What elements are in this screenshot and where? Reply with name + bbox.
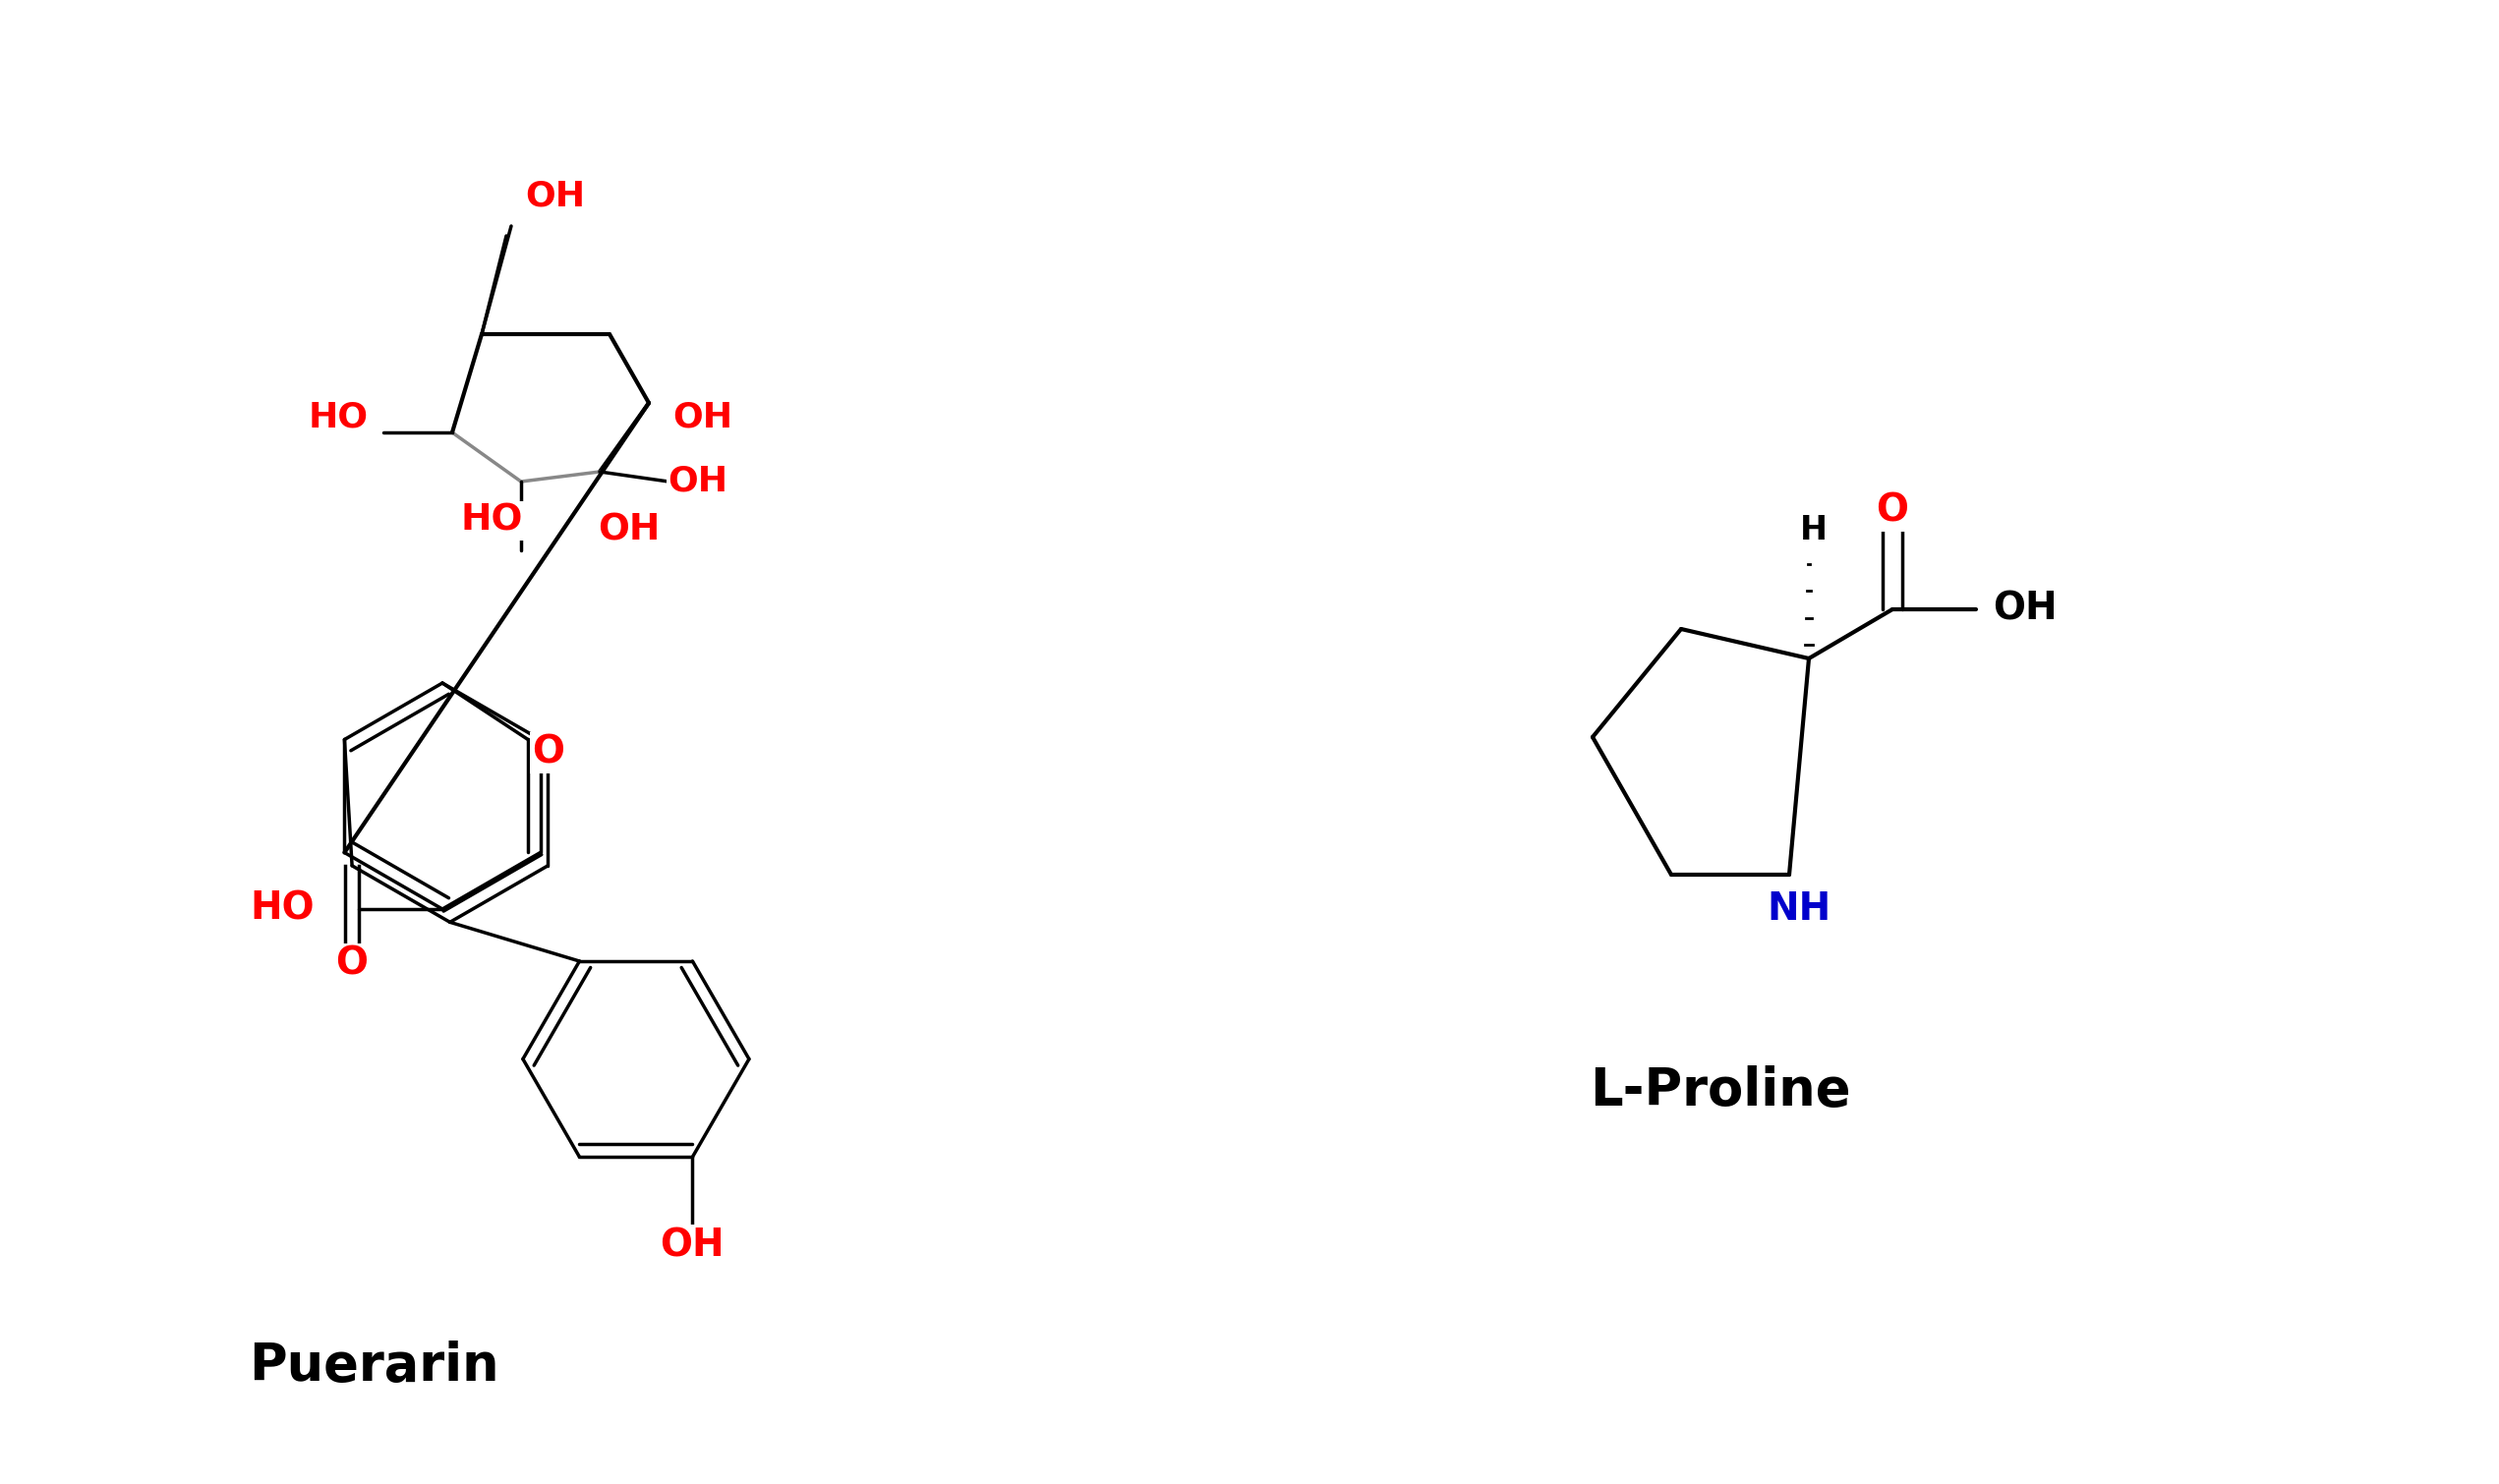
Text: OH: OH — [525, 180, 585, 214]
Text: O: O — [532, 735, 565, 772]
Text: NH: NH — [1767, 890, 1832, 928]
Text: OH: OH — [667, 464, 727, 499]
Text: OH: OH — [660, 1227, 725, 1264]
Text: H: H — [1799, 515, 1827, 548]
Text: OH: OH — [597, 513, 660, 549]
Text: OH: OH — [1992, 591, 2057, 628]
Text: L-Proline: L-Proline — [1589, 1066, 1852, 1116]
Text: HO: HO — [307, 401, 370, 435]
Text: O: O — [335, 945, 367, 982]
Text: Puerarin: Puerarin — [247, 1340, 500, 1392]
Text: HO: HO — [250, 890, 315, 928]
Text: OH: OH — [672, 401, 732, 435]
Text: HO: HO — [460, 503, 522, 539]
Text: O: O — [1877, 493, 1909, 530]
